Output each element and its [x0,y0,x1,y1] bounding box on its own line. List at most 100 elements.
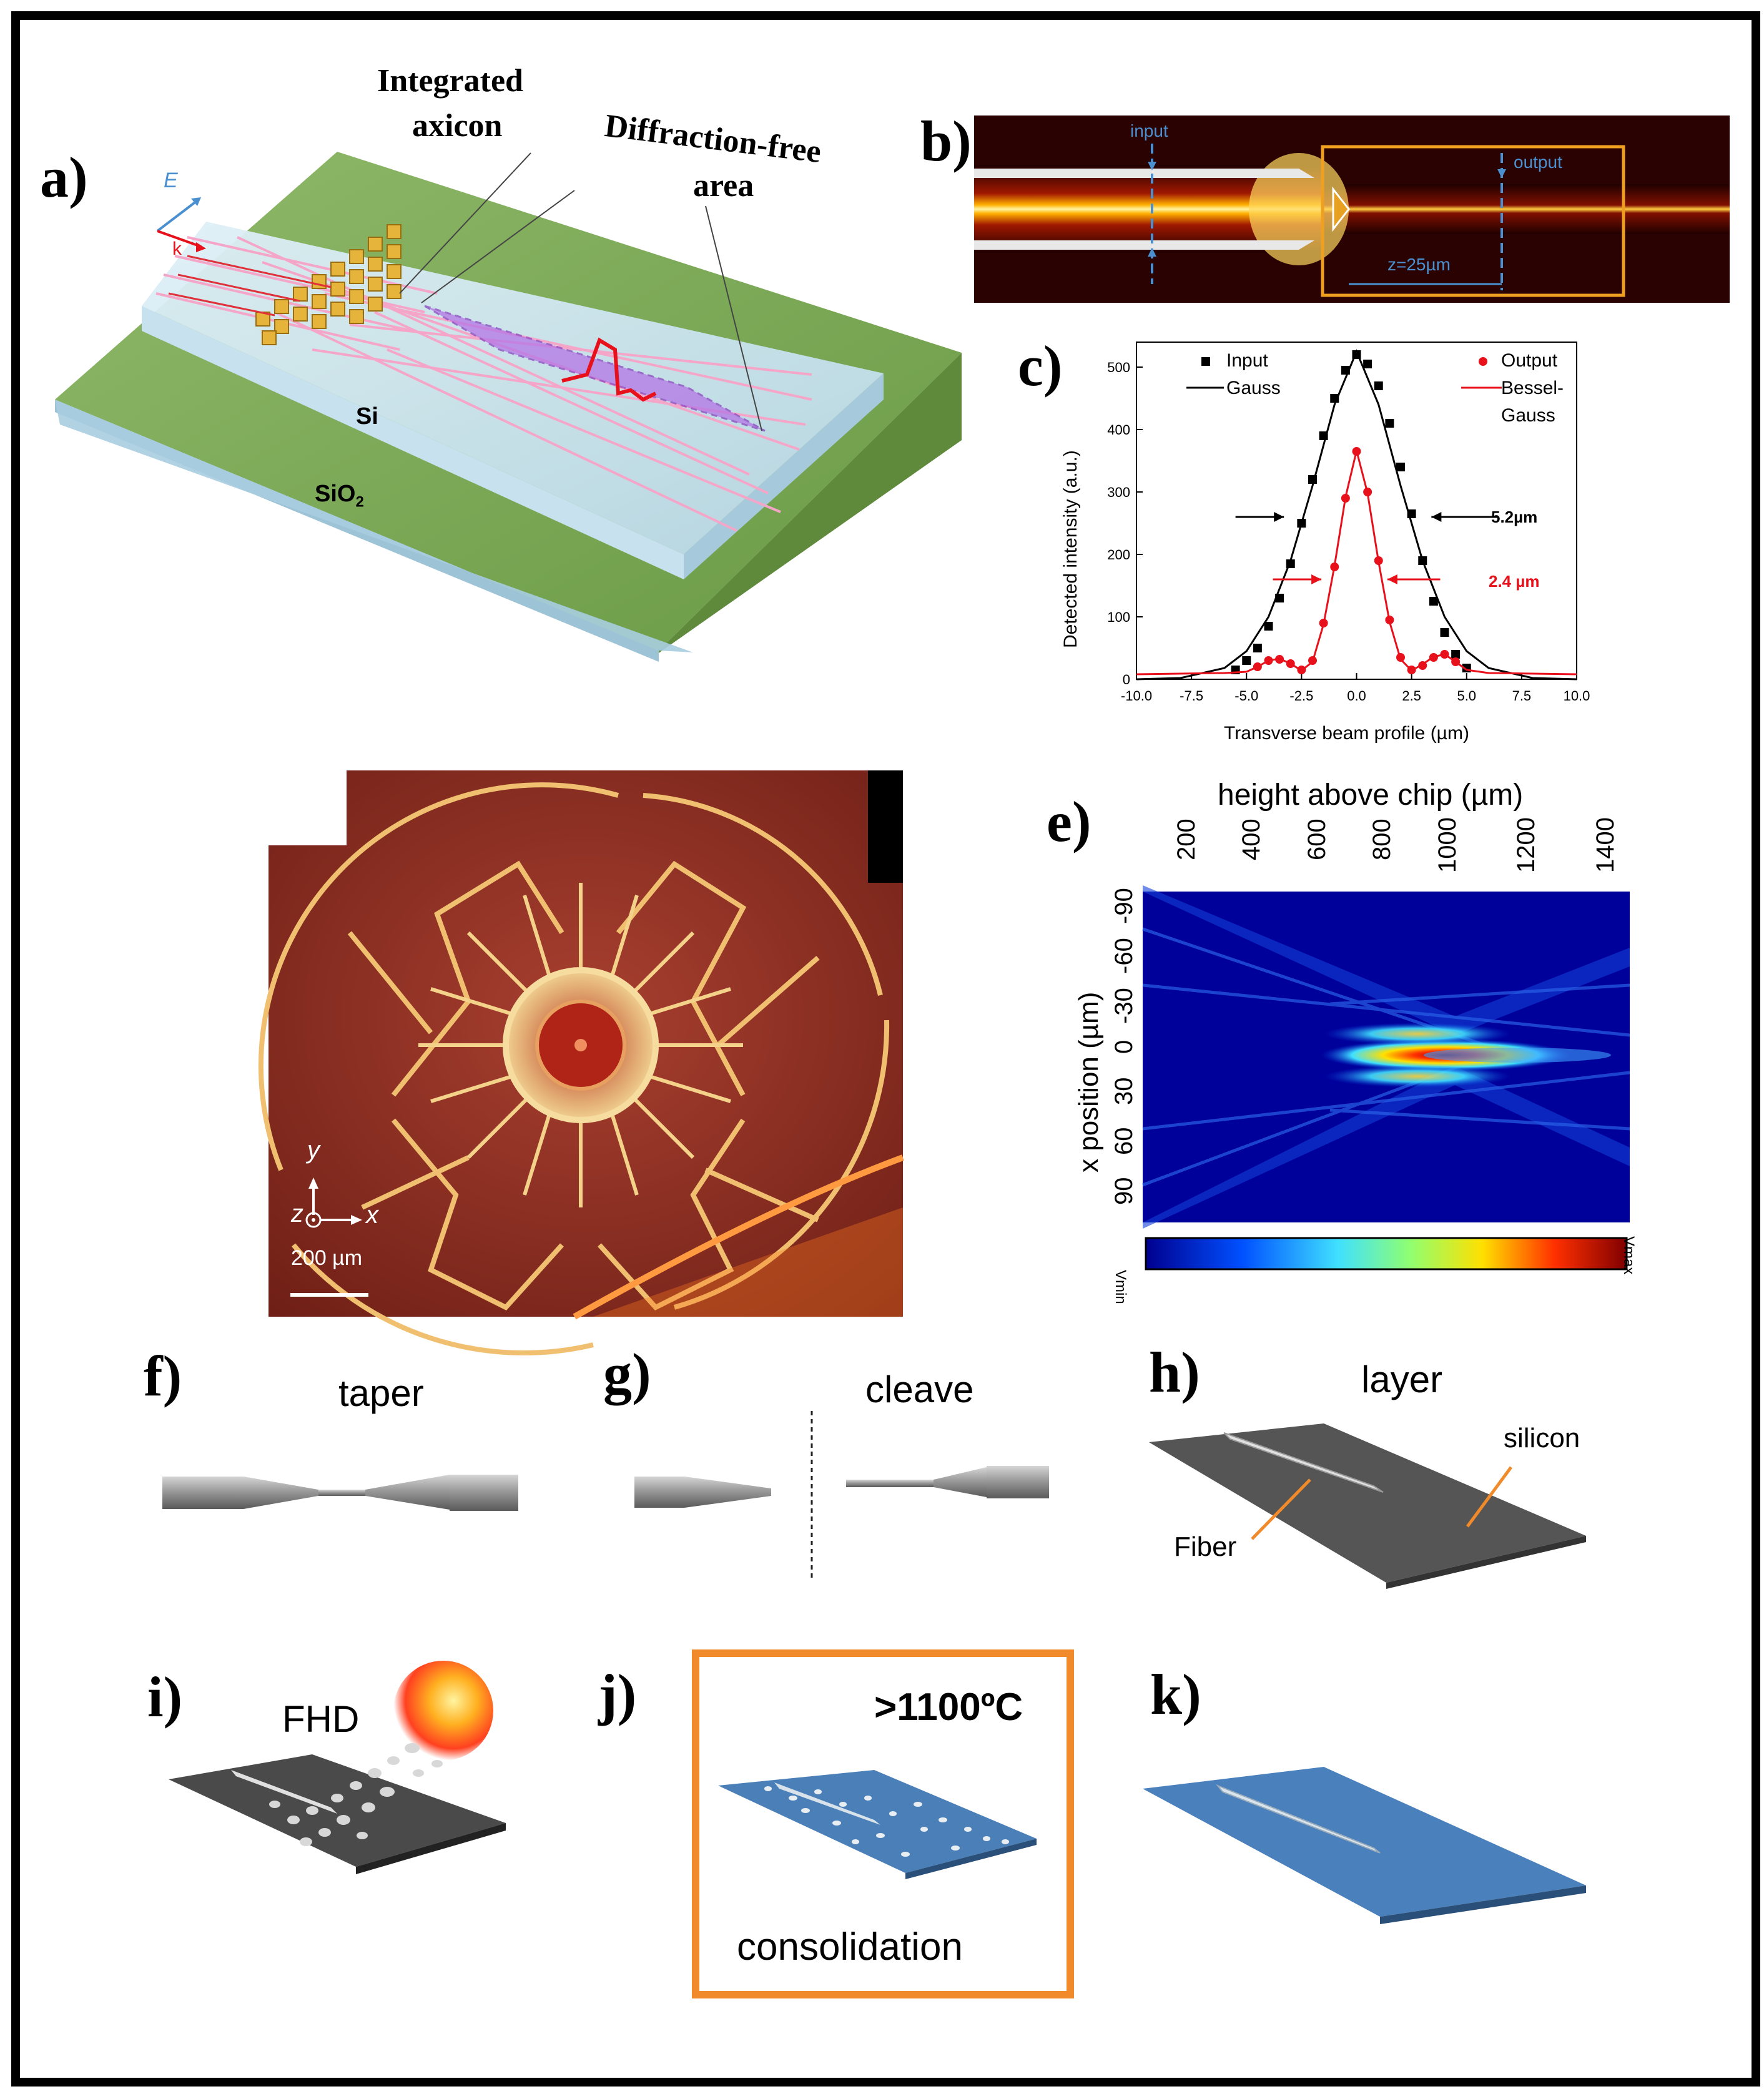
heatmap-yticks: -90 -60 -30 0 30 60 90 [1110,887,1143,1236]
k-vector-label: k [172,238,182,259]
panel-b-image [974,116,1730,303]
legend-output: Output [1501,350,1558,371]
data-point-input [1451,650,1461,659]
annotation-input-fwhm: 5.2µm [1491,508,1538,526]
consolidation-box [692,1649,1074,1998]
si-label: Si [356,403,378,430]
sio2-label: SiO2 [315,481,364,511]
waveguide-network [258,782,890,1355]
fwhm-arrow-input-left-head [1274,512,1284,522]
cleave-title: cleave [865,1369,974,1410]
data-point-input [1374,381,1383,390]
consolidation-sample [718,1770,1037,1879]
scale-bar-label: 200 µm [291,1246,363,1270]
ytick: -90 [1110,888,1138,924]
series-line-gauss [1136,349,1577,681]
axis-z-label: z [291,1200,303,1227]
data-point-input [1242,656,1251,665]
panel-k-label: k) [1150,1663,1201,1726]
panel-e-label: e) [1047,790,1091,853]
x-tick-label: -7.5 [1180,688,1203,704]
x-tick-label: -2.5 [1289,688,1313,704]
axis-y-label: y [307,1136,320,1164]
panel-a-label: a) [40,145,88,209]
panel-h-label: h) [1149,1340,1200,1404]
axicon-label-2: axicon [412,108,503,144]
fhd-title: FHD [282,1698,360,1740]
colorbar-vmax: Vmax [1620,1236,1637,1275]
x-tick-label: 10.0 [1564,688,1590,704]
y-tick-label: 500 [1107,360,1130,375]
fwhm-arrow-input-right-head [1431,512,1442,522]
panel-a-diagram [55,152,962,662]
xtick: 600 [1303,818,1331,860]
layer-title: layer [1361,1359,1443,1400]
legend-bessel: Bessel- [1501,378,1564,398]
panel-i-label: i) [147,1665,183,1729]
xtick: 1000 [1433,817,1461,873]
sio2-side [659,353,962,653]
e-vector-label: E [164,169,178,192]
colorbar-vmin: Vmin [1112,1270,1129,1304]
input-label: input [1130,121,1168,140]
input-beams [168,255,332,317]
data-point-input [1429,597,1438,606]
tapered-fiber [162,1475,518,1511]
x-tick-label: -5.0 [1234,688,1258,704]
x-tick-label: 0.0 [1347,688,1366,704]
temperature-label: >1100ºC [874,1686,1023,1729]
radial-spokes [418,883,743,1207]
panel-c-label: c) [1018,334,1063,398]
series-line-bessel-gauss [1136,450,1577,676]
xtick: 400 [1238,818,1266,860]
si-top [142,222,884,554]
xtick: 800 [1368,818,1396,860]
final-sample [1143,1767,1586,1924]
chart-xlabel: Transverse beam profile (µm) [1224,723,1469,744]
fhd-deposition [169,1661,506,1874]
figure-frame [11,11,1760,2087]
heatmap-ylabel: x position (µm) [1073,991,1104,1172]
legend-bessel-2: Gauss [1501,405,1555,426]
x-tick-label: 7.5 [1512,688,1532,704]
taper-title: taper [338,1372,424,1414]
data-point-input [1253,644,1262,652]
fiber-label: Fiber [1174,1531,1237,1562]
ytick: -60 [1110,938,1138,974]
y-tick-label: 100 [1107,609,1130,625]
panel-c-chart: -10.0 -7.5 -5.0 -2.5 0.0 2.5 5.0 7.5 10.0 0 100 200… [1107,342,1590,704]
panel-j-label: j) [598,1663,637,1726]
panel-f-label: f) [144,1344,182,1408]
y-tick-label: 0 [1123,672,1130,687]
axis-x-label: x [366,1201,378,1229]
data-point-input [1440,628,1449,637]
heatmap-xticks: 200 400 600 800 1000 1200 1400 [1173,817,1648,873]
xtick: 1200 [1512,817,1540,873]
data-point-input [1264,622,1273,631]
data-point-input [1396,463,1405,471]
legend-input: Input [1226,350,1268,371]
annotation-output-fwhm: 2.4 µm [1489,572,1540,591]
xtick: 1400 [1592,817,1619,873]
diffraction-free-area [424,305,766,432]
axicon-cubes [255,224,402,345]
ytick: 0 [1110,1040,1138,1054]
consolidation-label: consolidation [737,1925,963,1969]
intensity-profile-curve [561,337,657,402]
cleaved-fiber [634,1411,1049,1580]
chart-ylabel: Detected intensity (a.u.) [1060,450,1081,648]
waveguide-lines [155,236,812,532]
panel-g-label: g) [603,1342,651,1405]
y-tick-label: 400 [1107,422,1130,438]
legend-gauss: Gauss [1226,378,1281,398]
heatmap-image [1142,885,1630,1271]
x-tick-label: -10.0 [1121,688,1152,704]
fwhm-arrow-output-right-head [1387,574,1397,584]
legend-marker-input [1201,357,1210,366]
data-point-input [1385,419,1394,428]
flame-icon [393,1661,493,1761]
ytick: -30 [1110,988,1138,1024]
panel-d-image [258,770,904,1355]
panel-b-label: b) [920,109,972,173]
y-tick-label: 200 [1107,547,1130,563]
